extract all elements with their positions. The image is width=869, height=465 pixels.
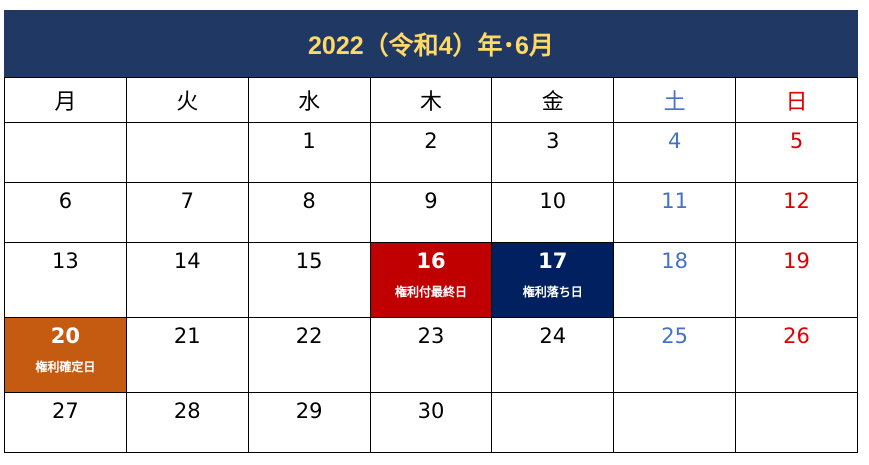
day-cell[interactable]: 26	[735, 317, 858, 393]
day-number: 7	[180, 189, 194, 213]
day-number: 20	[50, 324, 81, 348]
weekday-header-row: 月火水木金土日	[4, 77, 858, 123]
day-number: 22	[295, 324, 323, 348]
day-cell[interactable]: 1	[247, 122, 371, 183]
day-number: 24	[539, 324, 567, 348]
day-cell[interactable]: 8	[247, 182, 371, 243]
day-cell[interactable]: 23	[369, 317, 493, 393]
day-cell[interactable]: 7	[125, 182, 249, 243]
day-cell[interactable]: 4	[613, 122, 737, 183]
week-row: 27 28 29 30	[4, 392, 858, 453]
day-cell[interactable]: 10	[491, 182, 615, 243]
day-cell[interactable]: 17 権利落ち日	[491, 242, 615, 318]
day-number: 1	[302, 129, 316, 153]
day-number	[5, 123, 126, 129]
day-cell[interactable]: 24	[491, 317, 615, 393]
day-number: 14	[173, 249, 201, 273]
day-number: 16	[416, 249, 446, 273]
day-number: 4	[667, 129, 682, 153]
day-number: 8	[302, 189, 316, 213]
day-cell[interactable]: 13	[4, 242, 127, 318]
day-cell[interactable]: 22	[247, 317, 371, 393]
event-label: 権利確定日	[35, 360, 96, 374]
day-number	[614, 393, 735, 399]
day-number: 27	[52, 399, 79, 423]
weekday-header: 土	[613, 77, 737, 123]
calendar: 2022（令和4）年･6月 月火水木金土日 1 2 3 4 5 6 7 8 9 10 11 12 13 1…	[4, 10, 858, 453]
day-cell[interactable]	[125, 122, 249, 183]
week-row: 13 14 15 16 権利付最終日 17 権利落ち日 18 19	[4, 242, 858, 318]
day-cell[interactable]: 14	[125, 242, 249, 318]
day-cell[interactable]: 3	[491, 122, 615, 183]
day-cell[interactable]: 27	[4, 392, 127, 453]
day-number	[736, 393, 857, 399]
day-number: 23	[417, 324, 445, 348]
day-number: 2	[424, 129, 438, 153]
week-row: 20 権利確定日 21 22 23 24 25 26	[4, 317, 858, 393]
day-number: 10	[539, 189, 567, 213]
day-cell[interactable]	[735, 392, 858, 453]
week-row: 6 7 8 9 10 11 12	[4, 182, 858, 243]
day-cell[interactable]: 9	[369, 182, 493, 243]
day-number: 6	[58, 189, 73, 213]
day-number: 9	[424, 189, 438, 213]
weekday-header: 金	[491, 77, 615, 123]
day-cell[interactable]	[613, 392, 737, 453]
day-cell[interactable]: 21	[125, 317, 249, 393]
day-cell[interactable]: 6	[4, 182, 127, 243]
day-cell[interactable]: 2	[369, 122, 493, 183]
day-cell[interactable]	[4, 122, 127, 183]
day-number: 17	[538, 249, 568, 273]
day-number	[127, 123, 248, 129]
weekday-header: 木	[369, 77, 493, 123]
day-cell[interactable]: 28	[125, 392, 249, 453]
day-number: 30	[417, 399, 445, 423]
day-number: 29	[295, 399, 323, 423]
day-cell[interactable]: 19	[735, 242, 858, 318]
calendar-title: 2022（令和4）年･6月	[4, 10, 858, 77]
weekday-header: 月	[4, 77, 127, 123]
day-number: 25	[661, 324, 688, 348]
day-cell[interactable]: 11	[613, 182, 737, 243]
day-number: 28	[173, 399, 201, 423]
week-row: 1 2 3 4 5	[4, 122, 858, 183]
day-cell[interactable]: 12	[735, 182, 858, 243]
weekday-header: 日	[735, 77, 858, 123]
event-label: 権利落ち日	[522, 285, 583, 299]
day-cell[interactable]: 16 権利付最終日	[369, 242, 493, 318]
day-cell[interactable]: 29	[247, 392, 371, 453]
day-number: 5	[789, 129, 804, 153]
day-cell[interactable]: 18	[613, 242, 737, 318]
day-cell[interactable]: 15	[247, 242, 371, 318]
day-number: 18	[661, 249, 688, 273]
day-number: 13	[52, 249, 79, 273]
day-cell[interactable]: 30	[369, 392, 493, 453]
day-number: 12	[783, 189, 810, 213]
day-number: 21	[173, 324, 201, 348]
weekday-header: 水	[247, 77, 371, 123]
day-cell[interactable]: 20 権利確定日	[4, 317, 127, 393]
event-label: 権利付最終日	[394, 285, 467, 299]
calendar-grid: 月火水木金土日 1 2 3 4 5 6 7 8 9 10 11 12 13 14 15 16 権利付最終日 17 権…	[4, 77, 858, 453]
day-cell[interactable]: 25	[613, 317, 737, 393]
day-number: 3	[546, 129, 560, 153]
day-number	[492, 393, 613, 399]
day-number: 11	[661, 189, 688, 213]
day-cell[interactable]	[491, 392, 615, 453]
day-cell[interactable]: 5	[735, 122, 858, 183]
weekday-header: 火	[125, 77, 249, 123]
day-number: 19	[783, 249, 810, 273]
day-number: 15	[295, 249, 323, 273]
day-number: 26	[783, 324, 810, 348]
